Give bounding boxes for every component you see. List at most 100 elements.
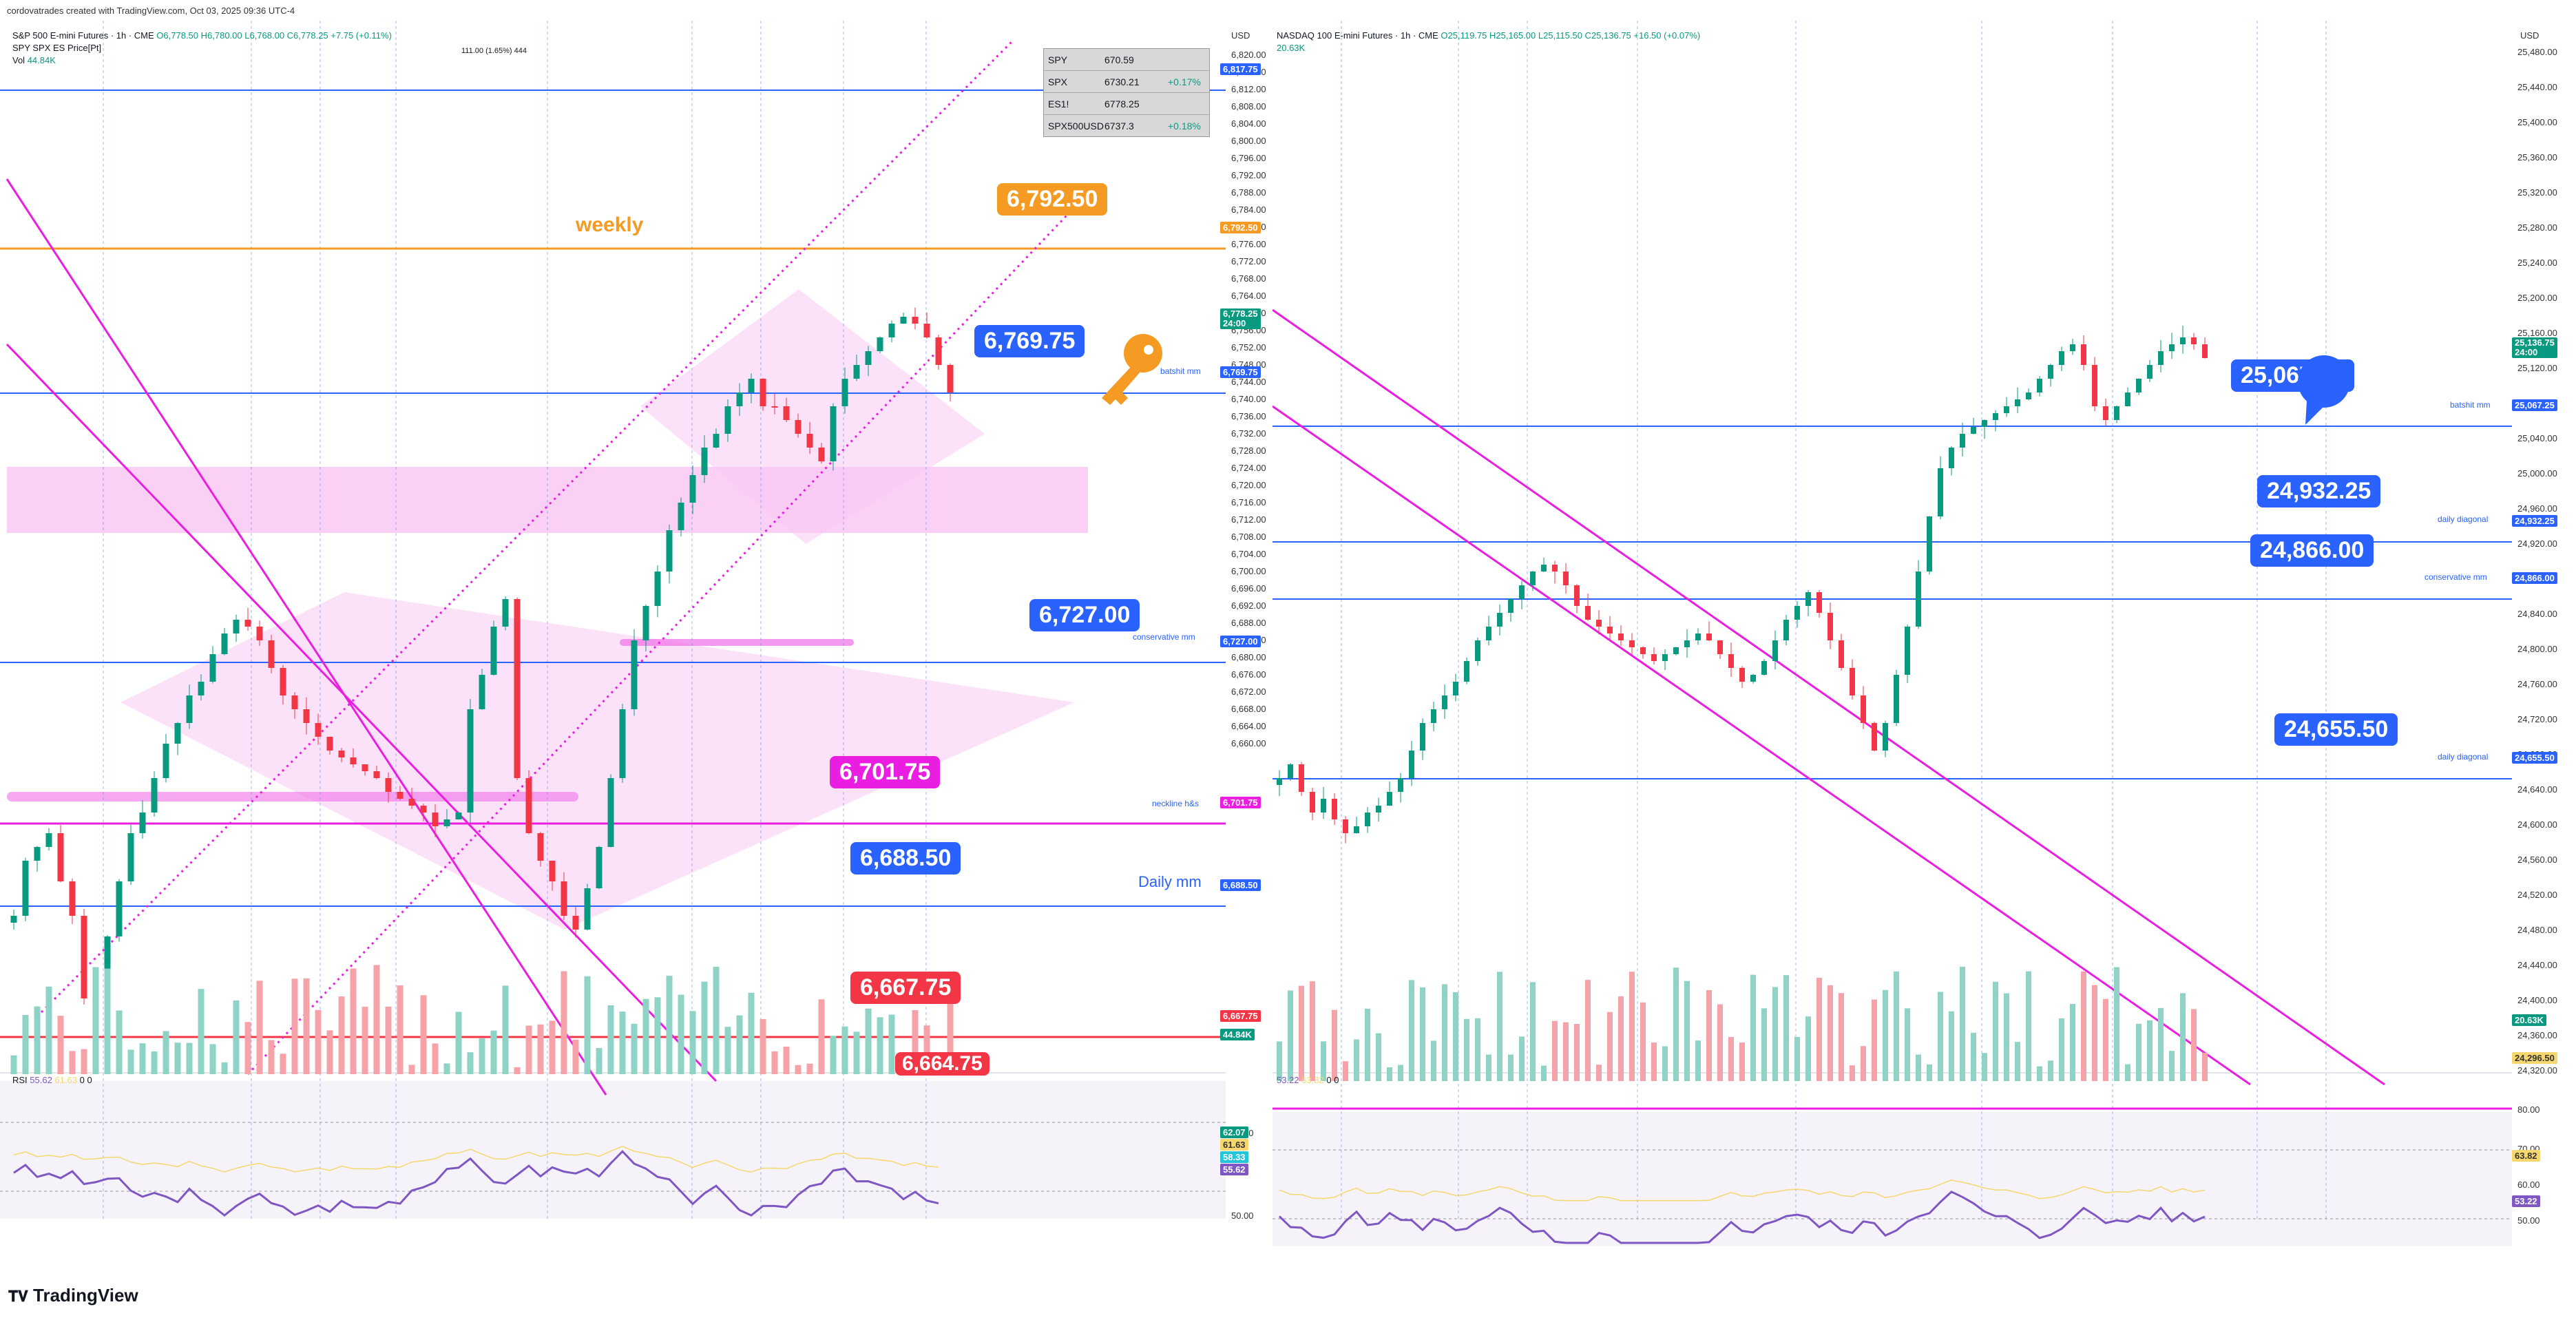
left-rsi-tag-1: 62.07 bbox=[1220, 1127, 1248, 1138]
volume-bar bbox=[1894, 971, 1899, 1081]
volume-bar bbox=[92, 967, 99, 1074]
y-tick-label: 24,400.00 bbox=[2517, 995, 2557, 1005]
volume-bar bbox=[1299, 985, 1304, 1081]
left-tag-neckline: 6,701.75 bbox=[1220, 797, 1261, 808]
watchlist-row[interactable]: SPY 670.59 bbox=[1044, 49, 1209, 71]
candle-body bbox=[2114, 406, 2119, 420]
attribution-text: cordovatrades created with TradingView.c… bbox=[7, 6, 295, 16]
callout-batshit[interactable]: 6,769.75 bbox=[974, 325, 1085, 357]
volume-bar bbox=[865, 1008, 872, 1074]
candle-body bbox=[865, 351, 872, 365]
volume-bar bbox=[1662, 1046, 1668, 1081]
callout-r-diag1[interactable]: 24,932.25 bbox=[2257, 475, 2381, 507]
callout-red[interactable]: 6,667.75 bbox=[850, 972, 961, 1004]
left-tag-vol: 44.84K bbox=[1220, 1029, 1255, 1040]
candle-body bbox=[912, 317, 919, 324]
y-tick-label: 6,696.00 bbox=[1231, 583, 1266, 594]
volume-bar bbox=[760, 1018, 766, 1074]
right-rsi-v2: 63.82 bbox=[1301, 1075, 1324, 1085]
y-tick-label: 6,680.00 bbox=[1231, 652, 1266, 662]
volume-bar bbox=[2081, 971, 2086, 1081]
rsi-band bbox=[1273, 1112, 2512, 1246]
left-price-axis[interactable]: USD bbox=[1226, 21, 1267, 1246]
y-tick-label: 6,740.00 bbox=[1231, 394, 1266, 404]
watchlist-row[interactable]: SPX500USD 6737.3 +0.18% bbox=[1048, 120, 1201, 132]
watchlist-widget[interactable]: SPY 670.59 SPX 6730.21 +0.17% ES1! 6778.25 S… bbox=[1043, 48, 1210, 137]
candle-body bbox=[1971, 427, 1976, 434]
right-price-axis[interactable]: USD bbox=[2513, 21, 2576, 1246]
level-name-conservative: conservative mm bbox=[1133, 632, 1195, 642]
left-chart-svg[interactable]: 6,820.006,816.006,812.006,808.006,804.00… bbox=[0, 21, 1267, 1253]
y-tick-label: 6,764.00 bbox=[1231, 291, 1266, 301]
watchlist-row[interactable]: ES1! 6778.25 bbox=[1044, 93, 1209, 115]
left-chart-pane[interactable]: 6,820.006,816.006,812.006,808.006,804.00… bbox=[0, 21, 1267, 1253]
volume-bar bbox=[2037, 1066, 2042, 1081]
volume-bar bbox=[303, 978, 310, 1074]
callout-r-diag2[interactable]: 24,655.50 bbox=[2274, 713, 2398, 746]
candle-body bbox=[408, 799, 415, 806]
y-tick-label: 6,804.00 bbox=[1231, 118, 1266, 129]
volume-bar bbox=[795, 1065, 802, 1074]
callout-weekly[interactable]: 6,792.50 bbox=[997, 183, 1108, 216]
volume-bar bbox=[1431, 1040, 1436, 1081]
candle-body bbox=[326, 737, 333, 751]
volume-bar bbox=[1618, 996, 1624, 1081]
volume-bar bbox=[455, 1012, 462, 1074]
tradingview-logo[interactable]: 𝐓𝐕 TradingView bbox=[8, 1285, 138, 1306]
candle-body bbox=[303, 709, 310, 723]
volume-bar bbox=[525, 1025, 532, 1074]
volume-bar bbox=[1717, 1004, 1723, 1081]
volume-bar bbox=[385, 1006, 392, 1074]
left-tag-conservative: 6,727.00 bbox=[1220, 636, 1261, 647]
candle-body bbox=[1894, 675, 1899, 723]
callout-neckline[interactable]: 6,701.75 bbox=[830, 756, 941, 788]
candle-body bbox=[1475, 640, 1480, 661]
candle-body bbox=[853, 365, 860, 379]
candle-body bbox=[10, 916, 17, 923]
candle-body bbox=[678, 503, 684, 530]
left-rsi-v3: 0 bbox=[79, 1075, 85, 1085]
volume-bar bbox=[1420, 987, 1425, 1081]
right-chart-svg[interactable]: 25,480.00 25,440.00 25,400.00 25,360.00 25,3… bbox=[1273, 21, 2576, 1253]
rsi-tick-label: 80.00 bbox=[2517, 1104, 2540, 1115]
volume-bar bbox=[256, 981, 263, 1074]
y-tick-label: 25,120.00 bbox=[2517, 363, 2557, 373]
watchlist-row[interactable]: SPX 6730.21 +0.17% bbox=[1044, 71, 1209, 93]
volume-bar bbox=[408, 1065, 415, 1074]
candle-body bbox=[104, 936, 111, 971]
candle-body bbox=[2037, 379, 2042, 392]
volume-bar bbox=[549, 1020, 556, 1074]
callout-bottom[interactable]: 6,664.75 bbox=[895, 1052, 989, 1076]
volume-bar bbox=[1409, 980, 1414, 1081]
volume-bar bbox=[2015, 1042, 2020, 1081]
volume-bar bbox=[1497, 972, 1502, 1081]
callout-conservative[interactable]: 6,727.00 bbox=[1029, 599, 1140, 631]
trend-line bbox=[6, 343, 718, 1082]
volume-bar bbox=[2191, 1009, 2197, 1081]
volume-bar bbox=[233, 1000, 240, 1074]
candle-body bbox=[1508, 599, 1514, 613]
volume-bar bbox=[186, 1043, 193, 1074]
callout-daily[interactable]: 6,688.50 bbox=[850, 842, 961, 874]
candle-body bbox=[2103, 406, 2108, 420]
volume-bar bbox=[1552, 1020, 1558, 1081]
volume-bar bbox=[1365, 1008, 1370, 1081]
volume-bar bbox=[57, 1016, 64, 1074]
candle-body bbox=[1299, 764, 1304, 792]
callout-r-conservative[interactable]: 24,866.00 bbox=[2250, 534, 2374, 567]
y-tick-label: 6,772.00 bbox=[1231, 256, 1266, 266]
tv-logo-text: TradingView bbox=[33, 1285, 138, 1306]
rsi-tick-label: 50.00 bbox=[1231, 1211, 1254, 1221]
volume-bar bbox=[34, 1006, 41, 1074]
volume-bar bbox=[1761, 1008, 1767, 1081]
volume-bar bbox=[689, 1011, 696, 1074]
left-tag-weekly: 6,792.50 bbox=[1220, 222, 1261, 233]
candle-body bbox=[127, 833, 134, 881]
right-tag-vol: 20.63K bbox=[2512, 1014, 2546, 1026]
trend-line bbox=[6, 178, 607, 1096]
volume-bar bbox=[443, 1063, 450, 1074]
volume-bar bbox=[1739, 1043, 1745, 1081]
y-tick-label: 6,676.00 bbox=[1231, 669, 1266, 680]
right-chart-pane[interactable]: 25,480.00 25,440.00 25,400.00 25,360.00 25,3… bbox=[1273, 21, 2576, 1253]
candle-body bbox=[209, 654, 216, 682]
